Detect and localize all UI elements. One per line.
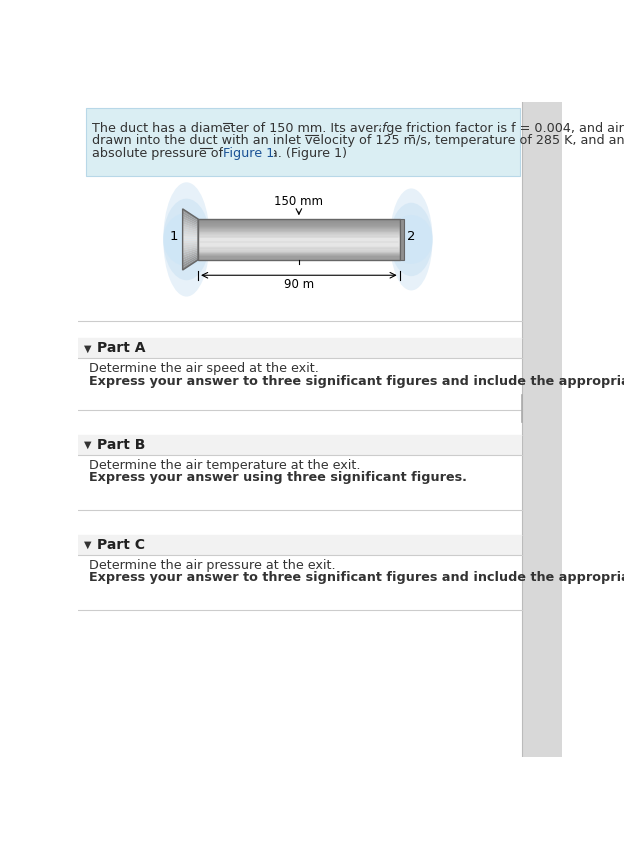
Bar	[198, 234, 399, 235]
Ellipse shape	[390, 202, 432, 276]
Polygon shape	[183, 252, 198, 260]
Text: Express your answer to three significant figures and include the appropriate uni: Express your answer to three significant…	[89, 571, 624, 584]
Polygon shape	[183, 245, 198, 251]
Polygon shape	[183, 229, 198, 234]
Polygon shape	[183, 238, 198, 241]
Polygon shape	[183, 221, 198, 229]
Bar	[198, 239, 399, 241]
Polygon shape	[183, 246, 198, 253]
Bar	[198, 240, 399, 241]
Bar	[198, 218, 399, 220]
Polygon shape	[183, 235, 198, 239]
Polygon shape	[183, 216, 198, 225]
Polygon shape	[183, 244, 198, 248]
Text: 2: 2	[407, 230, 416, 243]
Bar	[198, 257, 399, 258]
Text: ▼: ▼	[84, 540, 92, 550]
Ellipse shape	[390, 189, 432, 291]
Polygon shape	[183, 255, 198, 265]
Polygon shape	[183, 224, 198, 230]
Text: Part B: Part B	[97, 438, 145, 451]
Bar	[78, 535, 522, 555]
Ellipse shape	[163, 182, 210, 297]
Bar	[198, 253, 399, 255]
Bar	[198, 247, 399, 249]
Bar	[198, 229, 399, 230]
Bar	[198, 224, 399, 225]
Text: 150 mm: 150 mm	[275, 196, 323, 208]
Bar	[198, 255, 399, 257]
Bar	[198, 232, 399, 233]
Bar	[198, 221, 399, 222]
Bar	[78, 338, 522, 359]
Ellipse shape	[163, 199, 210, 280]
Bar	[198, 237, 399, 238]
Bar	[198, 249, 399, 251]
Bar	[198, 242, 399, 244]
Bar	[198, 219, 399, 221]
Bar	[198, 224, 399, 226]
Bar	[198, 228, 399, 230]
Text: ▼: ▼	[84, 439, 92, 450]
Text: drawn into the duct with an inlet velocity of 125 m/s, temperature of 285 K, and: drawn into the duct with an inlet veloci…	[92, 134, 624, 147]
Bar	[198, 252, 399, 254]
Ellipse shape	[390, 215, 432, 264]
Polygon shape	[183, 253, 198, 263]
Bar	[198, 238, 399, 240]
Text: Determine the air temperature at the exit.: Determine the air temperature at the exi…	[89, 458, 360, 472]
Polygon shape	[183, 233, 198, 237]
Text: absolute pressure of 165 kPa. (Figure 1): absolute pressure of 165 kPa. (Figure 1)	[92, 147, 347, 160]
Bar	[198, 241, 399, 242]
Bar	[198, 231, 399, 232]
Polygon shape	[183, 209, 198, 221]
Polygon shape	[183, 257, 198, 268]
Text: 90 m: 90 m	[284, 278, 314, 291]
Text: Determine the air speed at the exit.: Determine the air speed at the exit.	[89, 362, 319, 375]
Ellipse shape	[163, 212, 210, 266]
Text: Determine the air pressure at the exit.: Determine the air pressure at the exit.	[89, 558, 336, 571]
Polygon shape	[183, 241, 198, 243]
Bar	[198, 246, 399, 247]
Bar	[85, 108, 520, 176]
Bar	[78, 434, 522, 455]
Polygon shape	[183, 212, 198, 223]
Text: Figure 1: Figure 1	[223, 147, 274, 160]
Text: 1: 1	[170, 230, 178, 243]
Text: Part C: Part C	[97, 538, 145, 552]
Bar	[198, 226, 399, 227]
Bar	[198, 258, 399, 260]
Bar	[198, 222, 399, 223]
Bar	[198, 230, 399, 231]
Text: Express your answer to three significant figures and include the appropriate uni: Express your answer to three significant…	[89, 375, 624, 388]
Bar	[198, 245, 399, 246]
Polygon shape	[183, 213, 198, 224]
Polygon shape	[183, 258, 198, 270]
Bar	[399, 219, 404, 260]
Text: ▼: ▼	[84, 343, 92, 354]
Bar	[198, 248, 399, 250]
Bar	[198, 227, 399, 228]
Bar	[198, 254, 399, 256]
Bar	[198, 235, 399, 236]
Bar	[198, 219, 399, 260]
Bar	[198, 244, 399, 246]
Polygon shape	[183, 218, 198, 227]
Polygon shape	[183, 242, 198, 246]
Bar	[522, 102, 562, 756]
Polygon shape	[183, 231, 198, 235]
Polygon shape	[183, 248, 198, 255]
Text: Express your answer using three significant figures.: Express your answer using three signific…	[89, 471, 467, 484]
Text: Part A: Part A	[97, 342, 145, 355]
Polygon shape	[183, 250, 198, 258]
Bar	[198, 223, 399, 224]
Bar	[198, 250, 399, 252]
Bar	[198, 258, 399, 259]
Bar	[198, 243, 399, 245]
Text: The duct has a diameter of 150 mm. Its average friction factor is f = 0.004, and: The duct has a diameter of 150 mm. Its a…	[92, 122, 624, 135]
Bar	[198, 236, 399, 237]
Bar	[198, 233, 399, 235]
Text: f: f	[381, 122, 386, 135]
Polygon shape	[183, 226, 198, 232]
